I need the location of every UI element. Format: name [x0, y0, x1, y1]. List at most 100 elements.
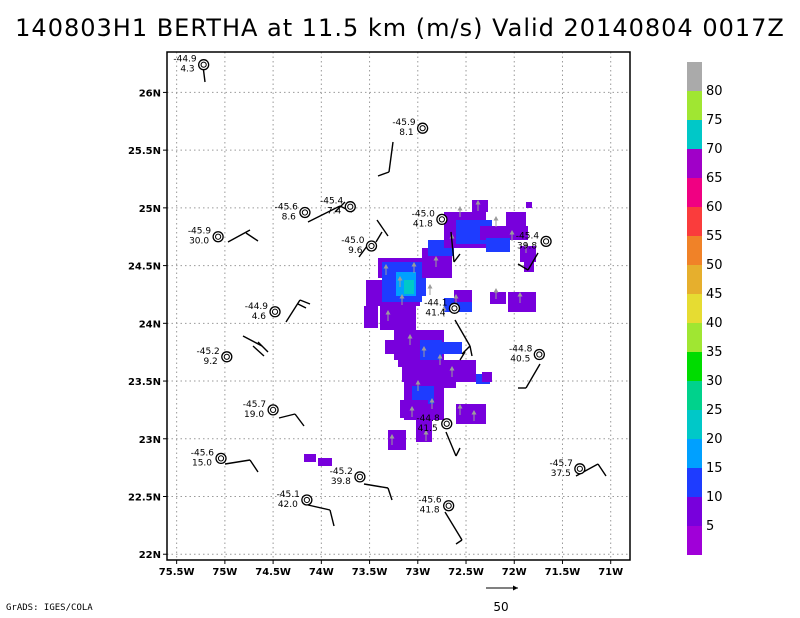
dropsonde-circle-inner [542, 238, 550, 245]
dropsonde-circle-outer [354, 471, 366, 483]
colorbar-swatch [687, 439, 702, 468]
dropsonde: -44.841.5 [416, 414, 453, 434]
plot-border [166, 51, 631, 561]
dropsonde: -45.98.1 [392, 118, 429, 138]
x-tick-label: 75W [212, 567, 237, 578]
wind-barb [257, 341, 269, 353]
dropsonde-circle-inner [443, 420, 450, 427]
y-tick-label: 24N [139, 319, 161, 330]
dropsonde-rh: 42.0 [278, 500, 298, 510]
speed-cell [404, 280, 414, 294]
wind-arrow-head [407, 334, 413, 339]
dropsonde: -44.94.3 [173, 55, 210, 75]
dropsonde-circle-inner [576, 465, 583, 472]
wind-arrow-head [449, 366, 455, 371]
wind-arrow-head [421, 346, 427, 351]
colorbar-swatch [687, 497, 702, 526]
wind-arrow-head [437, 354, 443, 359]
wind-arrows [383, 200, 529, 445]
credit-text: GrADS: IGES/COLA [6, 603, 93, 613]
x-tick-label: 74.5W [255, 567, 291, 578]
speed-cell [526, 202, 532, 208]
dropsonde-temp: -44.8 [509, 344, 533, 354]
y-axis: 22N 22.5N 23N 23.5N 24N 24.5N 25N 25.5N 26N [128, 88, 167, 561]
colorbar-swatch [687, 352, 702, 381]
dropsonde-temp: -45.2 [197, 347, 220, 357]
dropsonde-rh: 19.0 [244, 410, 264, 420]
wind-barb [376, 219, 389, 237]
wind-arrow-head [389, 434, 395, 439]
wind-arrow-head [415, 380, 421, 385]
colorbar-label: 60 [706, 200, 723, 215]
wind-barb [297, 303, 307, 309]
speed-cell [400, 400, 428, 418]
wind-barb [445, 431, 457, 457]
wind-barb [227, 229, 251, 243]
wind-arrow-head [457, 404, 463, 409]
dropsonde-circle-inner [368, 242, 375, 250]
speed-cell [420, 340, 442, 360]
colorbar-label: 40 [706, 316, 723, 331]
wind-barb [329, 509, 335, 527]
wind-arrow-head [517, 292, 523, 297]
dropsonde-circle-outer [574, 463, 586, 475]
dropsonde-rh: 4.6 [252, 312, 267, 322]
dropsonde-temp: -45.6 [191, 448, 215, 458]
colorbar-label: 75 [706, 113, 723, 128]
dropsonde-temp: -44.9 [245, 302, 269, 312]
wind-barb [461, 345, 471, 355]
wind-arrow-head [441, 306, 447, 311]
speed-cell [385, 340, 399, 354]
colorbar-label: 20 [706, 432, 723, 447]
colorbar-swatch [687, 62, 702, 91]
dropsonde-temp: -45.6 [275, 202, 299, 212]
y-tick-label: 22.5N [128, 493, 161, 504]
wind-barb [387, 487, 393, 501]
dropsonde-rh: 41.8 [413, 219, 433, 229]
dropsonde-circle-outer [365, 240, 378, 252]
scale-label: 50 [493, 600, 509, 614]
dropsonde-temp: -45.9 [392, 118, 416, 128]
dropsonde-temp: -44.8 [416, 414, 440, 424]
plot-frame [166, 51, 631, 561]
speed-cell [402, 360, 476, 382]
x-tick-label: 74W [309, 567, 334, 578]
dropsonde-circle-outer [212, 231, 224, 243]
dropsonde: -45.615.0 [191, 448, 227, 468]
colorbar-swatch [687, 149, 702, 178]
dropsonde-circle-outer [443, 500, 455, 512]
colorbar-swatch [687, 381, 702, 410]
wind-arrow-head [383, 264, 389, 269]
colorbar-swatch [687, 323, 702, 352]
x-tick-label: 72.5W [448, 567, 484, 578]
x-tick-label: 75.5W [159, 567, 195, 578]
dropsonde-circle-outer [533, 348, 545, 361]
dropsonde-circle-inner [536, 351, 543, 358]
wind-speed-field [304, 200, 536, 466]
wind-arrow-head [423, 430, 429, 435]
colorbar-label: 80 [706, 84, 723, 99]
dropsonde-rh: 39.8 [517, 241, 537, 251]
dropsonde-circle-outer [441, 418, 453, 430]
wind-barb [307, 504, 331, 511]
wind-arrow-head [433, 256, 439, 261]
dropsonde-temp: -44.9 [173, 55, 197, 65]
wind-barb [527, 252, 539, 271]
wind-arrow-head [427, 284, 433, 289]
dropsonde-circle-outer [299, 206, 311, 219]
wind-arrow-head [471, 410, 477, 415]
dropsonde-rh: 7.4 [327, 207, 342, 217]
dropsonde-rh: 4.3 [180, 65, 194, 75]
dropsonde-circle-outer [267, 404, 279, 416]
speed-cell [440, 376, 456, 388]
colorbar-label: 50 [706, 258, 723, 273]
dropsonde-rh: 41.8 [420, 506, 440, 516]
colorbar-label: 30 [706, 374, 723, 389]
dropsonde: -44.94.6 [245, 302, 281, 322]
dropsonde-circle-inner [217, 455, 225, 462]
dropsonde-circle-inner [200, 61, 207, 68]
colorbar-swatch [687, 468, 702, 497]
wind-barb [278, 413, 296, 419]
dropsonde-circle-inner [445, 502, 452, 509]
colorbar-swatch [687, 207, 702, 236]
